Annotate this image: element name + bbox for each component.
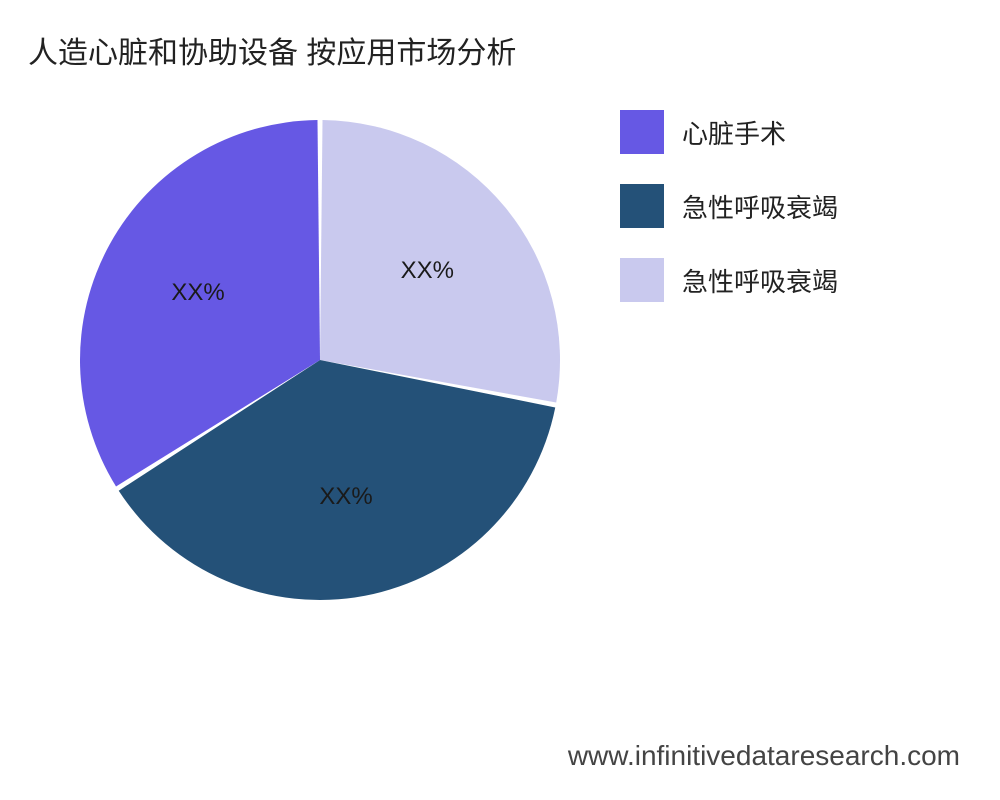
legend-item: 急性呼吸衰竭 (620, 258, 838, 302)
legend-swatch (620, 184, 664, 228)
legend-label: 急性呼吸衰竭 (682, 188, 838, 225)
legend-label: 急性呼吸衰竭 (682, 262, 838, 299)
legend-item: 心脏手术 (620, 110, 838, 154)
legend-item: 急性呼吸衰竭 (620, 184, 838, 228)
pie-chart: XX%XX%XX% (60, 100, 580, 620)
watermark: www.infinitivedataresearch.com (568, 740, 960, 772)
legend-swatch (620, 258, 664, 302)
pie-slice (320, 120, 560, 402)
legend: 心脏手术急性呼吸衰竭急性呼吸衰竭 (620, 110, 838, 332)
pie-svg (60, 100, 580, 620)
legend-swatch (620, 110, 664, 154)
chart-title: 人造心脏和协助设备 按应用市场分析 (28, 28, 516, 72)
legend-label: 心脏手术 (682, 114, 786, 151)
